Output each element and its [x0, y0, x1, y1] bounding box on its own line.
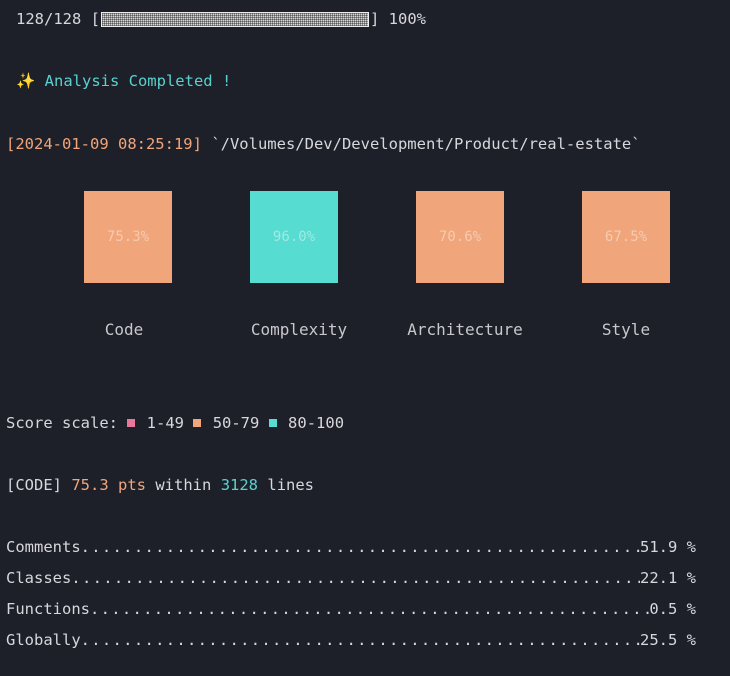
- scale-range-low: 1-49: [146, 414, 184, 432]
- run-path: `/Volumes/Dev/Development/Product/real-e…: [211, 135, 641, 153]
- code-tag: [CODE]: [6, 476, 62, 494]
- scale-swatch-low: [127, 418, 136, 427]
- code-summary-line: [CODE] 75.3 pts within 3128 lines: [6, 475, 314, 495]
- metric-value: 51.9 %: [640, 538, 696, 556]
- score-label-code: Code: [104, 320, 144, 339]
- progress-percent: 100%: [388, 10, 426, 28]
- progress-count: 128/128: [16, 10, 82, 28]
- metric-value: 25.5 %: [640, 631, 696, 649]
- score-label-architecture: Architecture: [407, 320, 523, 339]
- metric-label: Comments: [6, 538, 81, 556]
- score-box-complexity: 96.0%: [250, 191, 338, 283]
- run-info-line: [2024-01-09 08:25:19] `/Volumes/Dev/Deve…: [6, 134, 641, 154]
- score-value-style: 67.5%: [604, 229, 648, 245]
- metric-label: Functions: [6, 600, 90, 618]
- score-scale-legend: Score scale: 1-49 50-79 80-100: [6, 413, 344, 433]
- run-timestamp: [2024-01-09 08:25:19]: [6, 135, 202, 153]
- score-label-style: Style: [601, 320, 651, 339]
- score-box-code: 75.3%: [84, 191, 172, 283]
- metric-value: 22.1 %: [640, 569, 696, 587]
- code-lines-label: lines: [267, 476, 315, 494]
- metric-dots: ........................................…: [80, 538, 640, 556]
- score-scale-label: Score scale:: [6, 414, 118, 432]
- scale-swatch-high: [268, 418, 277, 427]
- code-points: 75.3 pts: [71, 476, 146, 494]
- score-label-complexity: Complexity: [250, 320, 348, 339]
- metric-row-functions: Functions ..............................…: [6, 599, 696, 619]
- metric-value: 0.5 %: [649, 600, 696, 618]
- code-within: within: [155, 476, 212, 494]
- score-value-complexity: 96.0%: [272, 229, 316, 245]
- scale-swatch-mid: [193, 418, 202, 427]
- metric-dots: ........................................…: [80, 631, 640, 649]
- score-value-architecture: 70.6%: [438, 229, 482, 245]
- metric-row-comments: Comments ...............................…: [6, 537, 696, 557]
- status-message: Analysis Completed !: [44, 72, 232, 90]
- scale-range-mid: 50-79: [212, 414, 260, 432]
- progress-bar: [101, 12, 369, 27]
- metric-row-classes: Classes ................................…: [6, 568, 696, 588]
- progress-line: 128/128 [] 100%: [16, 10, 426, 28]
- score-value-code: 75.3%: [106, 229, 150, 245]
- metric-dots: ........................................…: [90, 600, 649, 618]
- metric-dots: ........................................…: [71, 569, 640, 587]
- scale-range-high: 80-100: [288, 414, 345, 432]
- metric-label: Globally: [6, 631, 81, 649]
- code-lines-count: 3128: [220, 476, 259, 494]
- status-line: ✨ Analysis Completed !: [16, 71, 231, 91]
- score-box-architecture: 70.6%: [416, 191, 504, 283]
- metric-label: Classes: [6, 569, 72, 587]
- metric-row-globally: Globally ...............................…: [6, 630, 696, 650]
- score-box-style: 67.5%: [582, 191, 670, 283]
- sparkles-icon: ✨: [16, 72, 36, 90]
